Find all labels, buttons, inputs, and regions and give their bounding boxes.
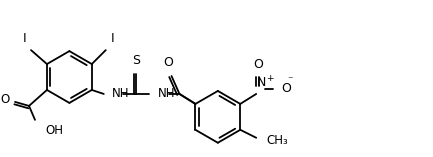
Text: O: O (164, 56, 174, 69)
Text: NH: NH (112, 87, 129, 100)
Text: S: S (132, 54, 140, 67)
Text: I: I (111, 32, 114, 45)
Text: OH: OH (45, 124, 63, 137)
Text: NH: NH (158, 87, 175, 100)
Text: O: O (253, 58, 263, 71)
Text: N: N (256, 76, 266, 89)
Text: I: I (23, 32, 26, 45)
Text: +: + (266, 74, 274, 83)
Text: O: O (281, 82, 291, 95)
Text: CH₃: CH₃ (266, 134, 288, 147)
Text: O: O (1, 93, 10, 106)
Text: ⁻: ⁻ (287, 75, 293, 85)
